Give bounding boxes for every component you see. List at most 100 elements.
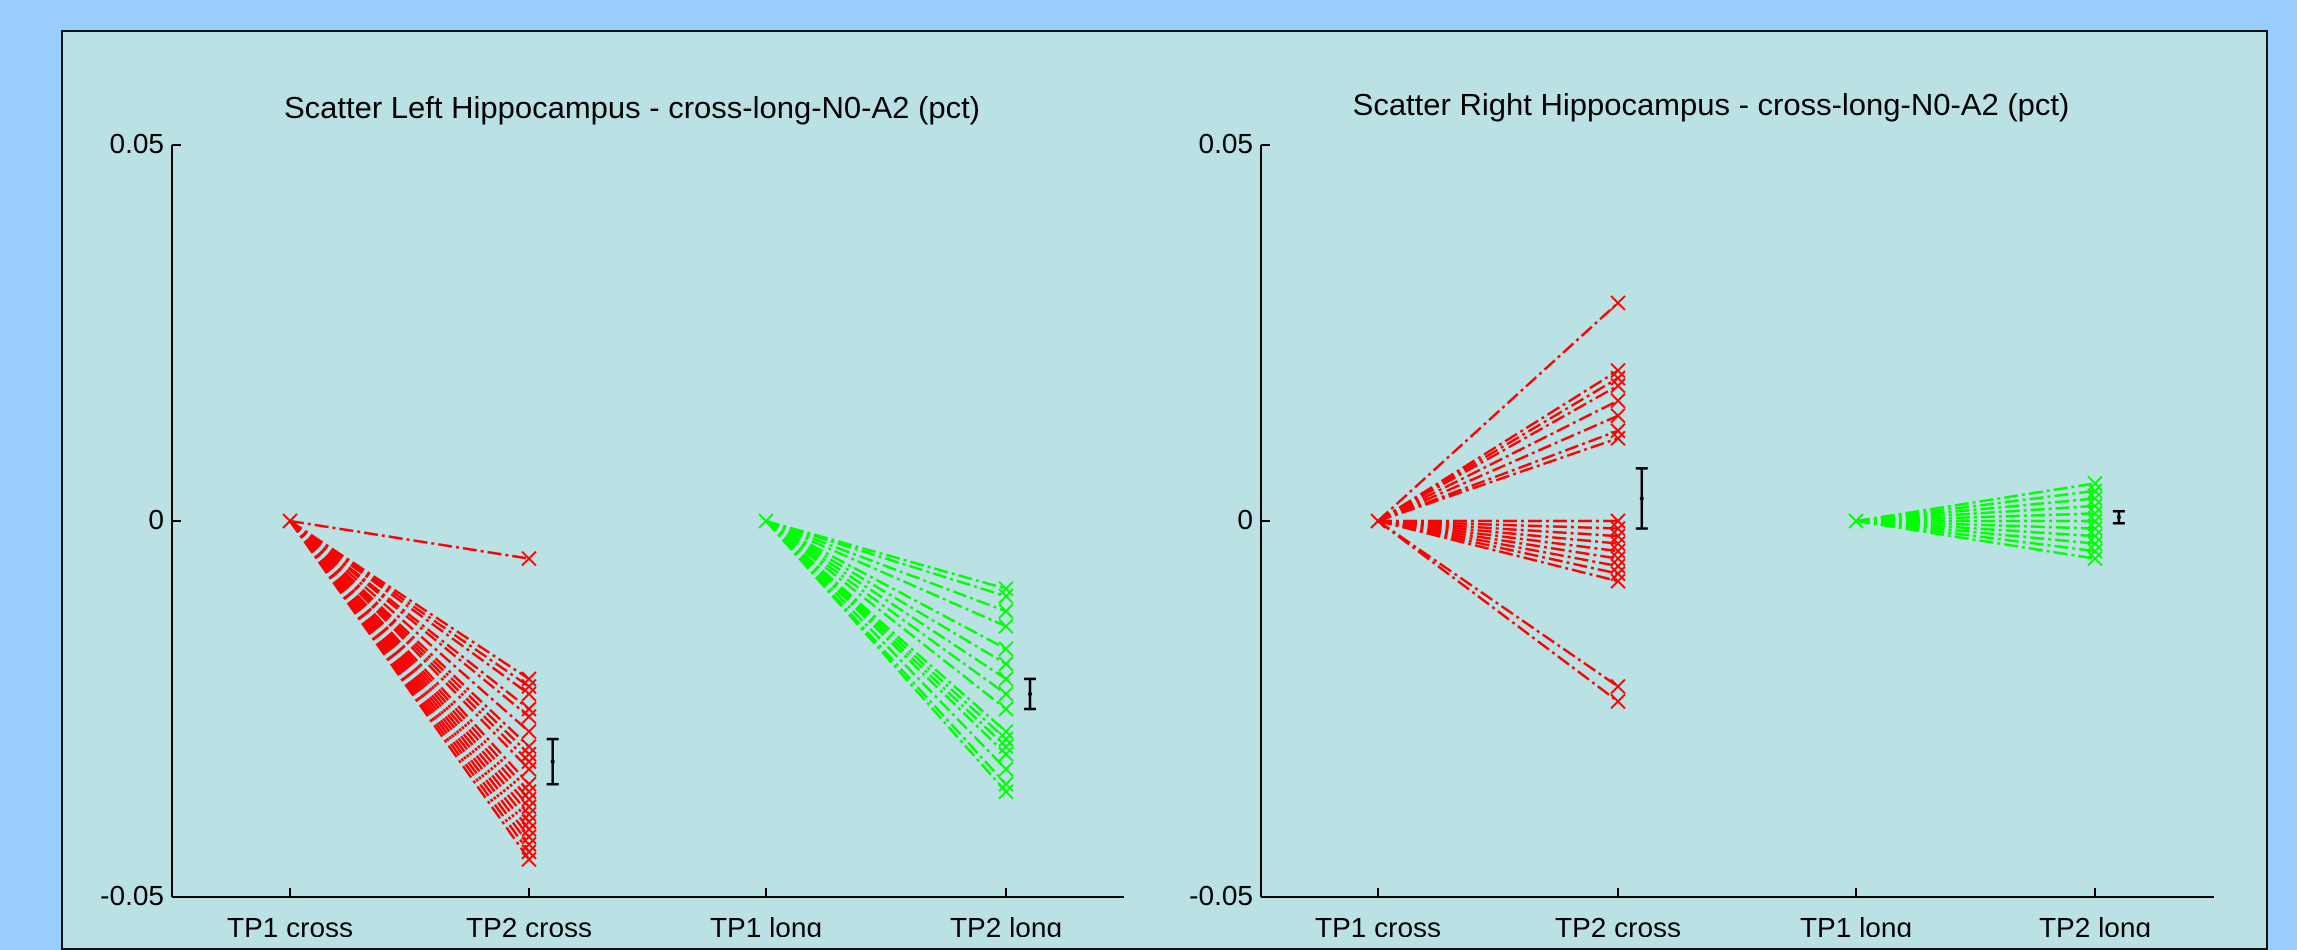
errorbar-long-right <box>2112 509 2125 525</box>
marker-tp2-cross-left <box>521 761 537 777</box>
series-line-cross-left <box>289 519 530 688</box>
marker-tp2-long-right <box>2087 528 2103 544</box>
marker-tp2-cross-right <box>1610 392 1626 409</box>
marker-tp2-long-right <box>2087 490 2103 507</box>
marker-tp2-cross-right <box>1610 430 1626 446</box>
marker-tp2-long-right <box>2087 475 2103 492</box>
y-tick-label-left: 0 <box>148 504 164 535</box>
series-line-cross-left <box>288 520 531 861</box>
x-tick-label-right: TP1 cross <box>1315 912 1441 937</box>
series-line-cross-right <box>1377 377 1619 523</box>
series-line-long-left <box>765 519 1007 665</box>
marker-tp2-cross-right <box>1610 423 1626 439</box>
series-line-cross-left <box>289 520 530 748</box>
marker-tp2-long-left <box>998 686 1014 702</box>
marker-tp2-cross-right <box>1610 370 1626 386</box>
x-tick-label-right: TP1 long <box>1800 912 1912 937</box>
marker-tp2-long-right <box>2087 505 2103 522</box>
series-line-cross-right <box>1377 384 1619 523</box>
series-line-cross-right <box>1377 519 1619 530</box>
marker-tp2-cross-left <box>521 723 537 740</box>
chart-title-right: Scatter Right Hippocampus - cross-long-N… <box>1353 87 2070 122</box>
x-tick-label-left: TP1 cross <box>227 912 353 937</box>
marker-tp2-cross-right <box>1610 535 1626 552</box>
marker-tp2-long-left <box>998 746 1014 762</box>
series-line-long-left <box>765 520 1007 771</box>
marker-tp2-cross-left <box>521 844 537 860</box>
marker-tp2-long-left <box>998 618 1014 634</box>
series-line-long-right <box>1855 504 2096 523</box>
series-line-long-left <box>765 520 1007 756</box>
series-line-long-left <box>765 520 1007 748</box>
series-line-cross-right <box>1377 369 1619 523</box>
series-line-long-left <box>765 519 1007 598</box>
series-line-cross-right <box>1377 519 1619 568</box>
marker-tp2-long-right <box>2087 498 2103 514</box>
marker-tp2-long-left <box>998 588 1014 604</box>
figure-panel <box>61 30 2268 950</box>
marker-tp2-long-left <box>998 738 1014 755</box>
marker-tp2-cross-left <box>521 791 537 807</box>
errorbar-cross-left <box>546 737 559 786</box>
y-tick-label-left: 0.05 <box>110 128 165 159</box>
marker-tp2-long-right <box>2087 543 2103 559</box>
series-line-cross-left <box>289 520 530 733</box>
marker-tp2-long-right <box>2087 520 2103 537</box>
marker-tp2-cross-left <box>521 799 537 815</box>
marker-tp2-cross-left <box>521 738 537 755</box>
series-line-cross-left <box>288 520 531 846</box>
series-line-cross-right <box>1377 437 1619 523</box>
marker-tp2-cross-left <box>521 851 537 868</box>
y-tick-label-right: -0.05 <box>1189 880 1253 911</box>
marker-tp2-cross-left <box>521 821 537 838</box>
series-line-long-left <box>765 519 1007 695</box>
marker-tp2-cross-left <box>521 814 537 830</box>
marker-tp2-cross-left <box>521 784 537 800</box>
marker-tp2-long-left <box>998 580 1014 597</box>
series-line-long-left <box>765 520 1007 733</box>
series-line-long-left <box>765 519 1007 613</box>
series-line-long-right <box>1855 519 2096 530</box>
series-line-cross-right <box>1377 519 1619 583</box>
plot-right-hippocampus: Scatter Right Hippocampus - cross-long-N… <box>1189 87 2214 937</box>
series-line-cross-left <box>289 519 530 680</box>
series-line-long-right <box>1855 519 2096 553</box>
marker-tp2-long-right <box>2087 483 2103 499</box>
marker-tp2-cross-right <box>1610 573 1626 589</box>
marker-tp2-cross-right <box>1610 543 1626 559</box>
marker-tp2-cross-left <box>521 678 537 695</box>
marker-tp2-cross-right <box>1610 520 1626 537</box>
marker-tp2-cross-left <box>521 776 537 792</box>
errorbar-long-left <box>1024 677 1036 711</box>
series-line-long-left <box>765 519 1007 650</box>
marker-tp2-cross-left <box>521 550 537 567</box>
marker-tp2-cross-left <box>521 708 537 725</box>
marker-tp2-long-right <box>2087 513 2103 529</box>
marker-tp2-cross-right <box>1610 408 1626 424</box>
series-line-cross-right <box>1377 520 1619 703</box>
marker-tp2-long-left <box>998 776 1014 792</box>
series-line-long-right <box>1855 497 2096 523</box>
marker-tp2-cross-left <box>521 806 537 822</box>
marker-tp2-cross-left <box>521 746 537 762</box>
marker-tp2-cross-right <box>1610 550 1626 567</box>
marker-tp2-long-left <box>998 641 1014 657</box>
marker-tp2-cross-right <box>1610 362 1626 379</box>
series-line-cross-right <box>1377 519 1619 575</box>
marker-tp2-cross-right <box>1610 678 1626 695</box>
series-line-cross-right <box>1377 519 1619 560</box>
marker-tp2-long-right <box>2087 535 2103 552</box>
series-line-long-left <box>765 520 1007 710</box>
series-line-long-left <box>765 520 1007 793</box>
series-line-cross-left <box>289 520 530 718</box>
marker-tp2-long-left <box>998 656 1014 672</box>
series-line-long-left <box>765 519 1007 628</box>
series-line-cross-left <box>289 519 530 560</box>
marker-tp2-cross-right <box>1610 558 1626 574</box>
marker-tp2-long-left <box>998 671 1014 687</box>
marker-tp2-cross-right <box>1610 693 1626 710</box>
series-line-cross-left <box>289 520 530 838</box>
marker-tp2-long-left <box>998 723 1014 740</box>
marker-tp2-long-left <box>998 603 1014 619</box>
